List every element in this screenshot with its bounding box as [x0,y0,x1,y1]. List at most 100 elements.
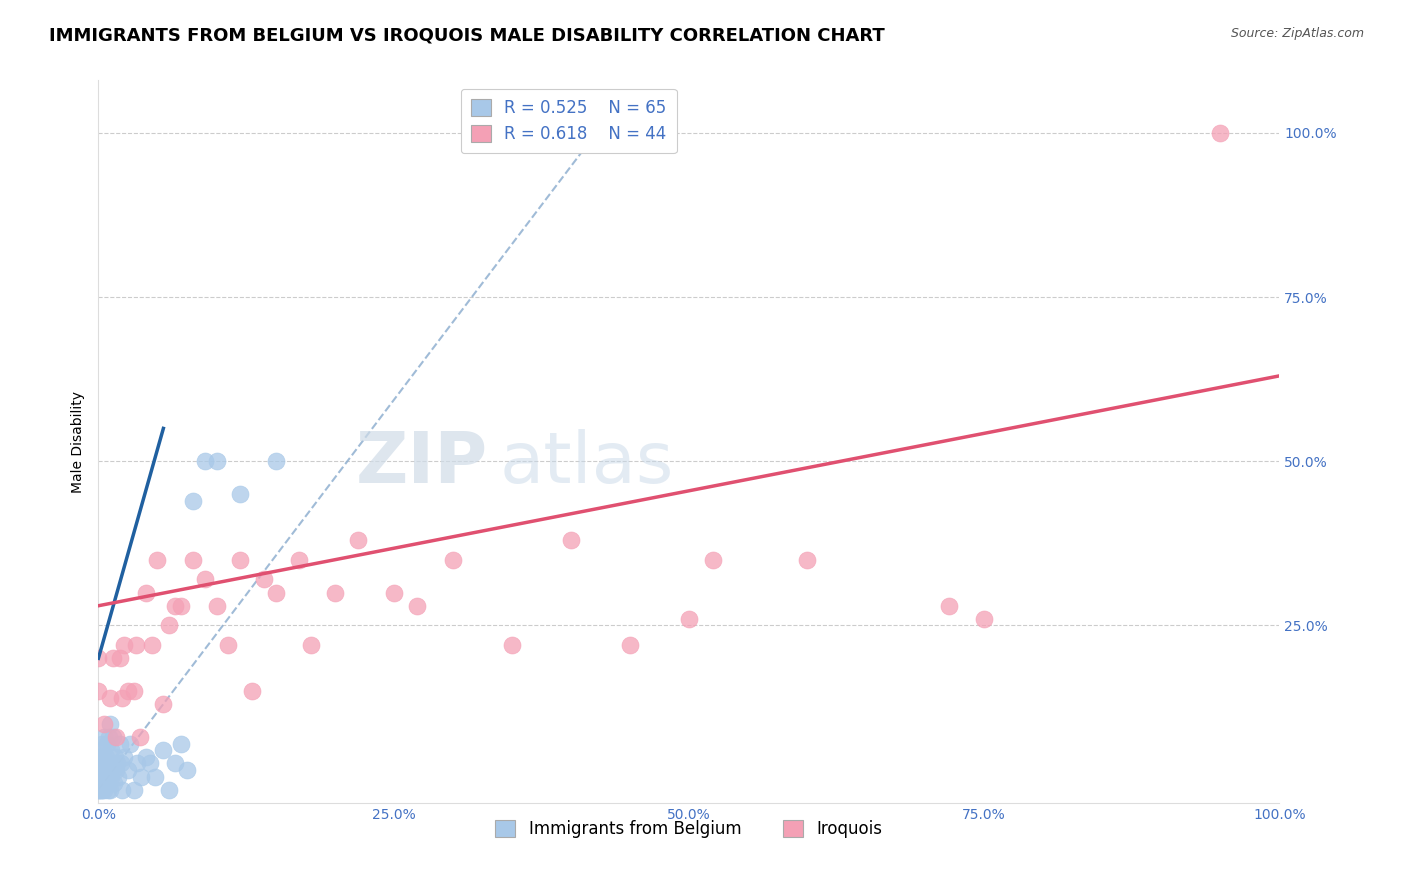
Point [139,756,162,771]
Point [94,776,117,790]
Point [91,782,114,797]
Point [97,782,120,797]
Point [93,730,115,744]
Text: ZIP: ZIP [356,429,488,498]
Point [87,776,110,790]
Point [217,638,239,652]
Point [135,585,157,599]
Point [264,585,287,599]
Point [90,749,112,764]
Point [441,553,464,567]
Point [94,749,117,764]
Point [87,749,110,764]
Point [973,612,995,626]
Point [87,756,110,771]
Point [229,487,252,501]
Text: Source: ZipAtlas.com: Source: ZipAtlas.com [1230,27,1364,40]
Point [323,585,346,599]
Point [93,763,115,777]
Point [91,743,114,757]
Point [105,763,128,777]
Point [96,770,118,784]
Point [796,553,818,567]
Point [128,730,150,744]
Point [382,585,405,599]
Point [101,730,124,744]
Point [98,690,121,705]
Point [194,573,217,587]
Point [91,763,114,777]
Point [112,638,135,652]
Point [87,763,110,777]
Point [1209,126,1232,140]
Point [240,684,263,698]
Point [87,770,110,784]
Point [90,770,112,784]
Point [93,782,115,797]
Point [678,612,700,626]
Point [103,776,125,790]
Point [111,690,134,705]
Point [264,454,287,468]
Point [501,638,523,652]
Point [117,684,139,698]
Point [87,770,110,784]
Point [108,737,131,751]
Point [229,553,252,567]
Point [98,782,121,797]
Point [165,756,187,771]
Point [141,638,163,652]
Point [176,763,198,777]
Point [100,770,122,784]
Point [96,737,118,751]
Point [112,749,135,764]
Point [938,599,960,613]
Point [702,553,724,567]
Point [101,651,124,665]
Point [89,763,111,777]
Point [87,782,110,797]
Y-axis label: Male Disability: Male Disability [70,391,84,492]
Point [122,782,145,797]
Point [108,651,131,665]
Point [157,782,180,797]
Point [181,493,204,508]
Legend: Immigrants from Belgium, Iroquois: Immigrants from Belgium, Iroquois [489,814,889,845]
Point [91,737,114,751]
Point [87,651,110,665]
Point [157,618,180,632]
Point [170,599,193,613]
Point [299,638,322,652]
Point [347,533,370,547]
Point [120,737,142,751]
Point [205,454,228,468]
Point [165,599,187,613]
Point [170,737,193,751]
Point [194,454,217,468]
Point [127,756,149,771]
Point [205,599,228,613]
Point [146,553,169,567]
Point [100,743,122,757]
Point [98,770,121,784]
Point [90,782,112,797]
Point [122,684,145,698]
Text: IMMIGRANTS FROM BELGIUM VS IROQUOIS MALE DISABILITY CORRELATION CHART: IMMIGRANTS FROM BELGIUM VS IROQUOIS MALE… [49,27,884,45]
Point [87,776,110,790]
Point [253,573,276,587]
Point [110,756,132,771]
Point [619,638,641,652]
Point [152,698,174,712]
Point [93,717,115,731]
Point [87,684,110,698]
Point [105,756,128,771]
Point [98,730,121,744]
Point [91,770,114,784]
Point [98,717,121,731]
Point [181,553,204,567]
Point [143,770,166,784]
Point [560,533,582,547]
Point [135,749,157,764]
Point [97,756,120,771]
Point [101,763,124,777]
